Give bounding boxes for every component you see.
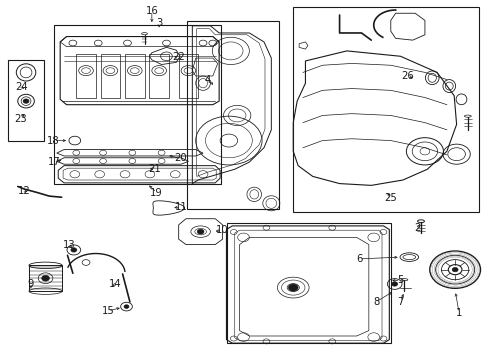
Text: 19: 19 [150,188,163,198]
Bar [178,54,198,98]
Text: 6: 6 [355,254,362,264]
Text: 1: 1 [455,308,461,318]
Circle shape [391,282,397,286]
Bar [29,265,62,291]
Text: 8: 8 [372,297,379,307]
Text: 20: 20 [173,153,186,163]
Bar [125,54,144,98]
Circle shape [288,284,298,291]
Text: 13: 13 [62,239,75,249]
Text: 26: 26 [401,71,413,81]
Text: 22: 22 [172,52,184,62]
Bar [101,54,120,98]
Circle shape [71,248,77,252]
Text: 4: 4 [204,75,211,85]
Text: 23: 23 [14,114,26,124]
Text: 12: 12 [18,186,30,196]
Bar [227,223,390,343]
Text: 16: 16 [145,6,158,16]
Text: 18: 18 [47,136,60,145]
Text: 24: 24 [15,82,27,92]
Text: 17: 17 [48,157,61,167]
Text: 3: 3 [156,18,162,28]
Text: 21: 21 [148,163,161,174]
Bar [187,22,278,209]
Text: 10: 10 [216,225,228,235]
Text: 14: 14 [109,279,122,289]
Text: 7: 7 [397,297,403,307]
Bar [8,60,43,140]
Circle shape [197,229,203,234]
Bar [149,54,168,98]
Text: 5: 5 [397,275,403,285]
Text: 25: 25 [384,193,396,203]
Circle shape [23,99,29,103]
Bar [293,7,478,212]
Circle shape [41,275,49,281]
Bar [76,54,96,98]
Text: 15: 15 [102,306,114,316]
Circle shape [451,267,457,272]
Circle shape [124,305,129,309]
Text: 9: 9 [28,279,34,289]
Bar [54,25,221,184]
Text: 11: 11 [174,202,187,212]
Text: 2: 2 [413,224,420,233]
